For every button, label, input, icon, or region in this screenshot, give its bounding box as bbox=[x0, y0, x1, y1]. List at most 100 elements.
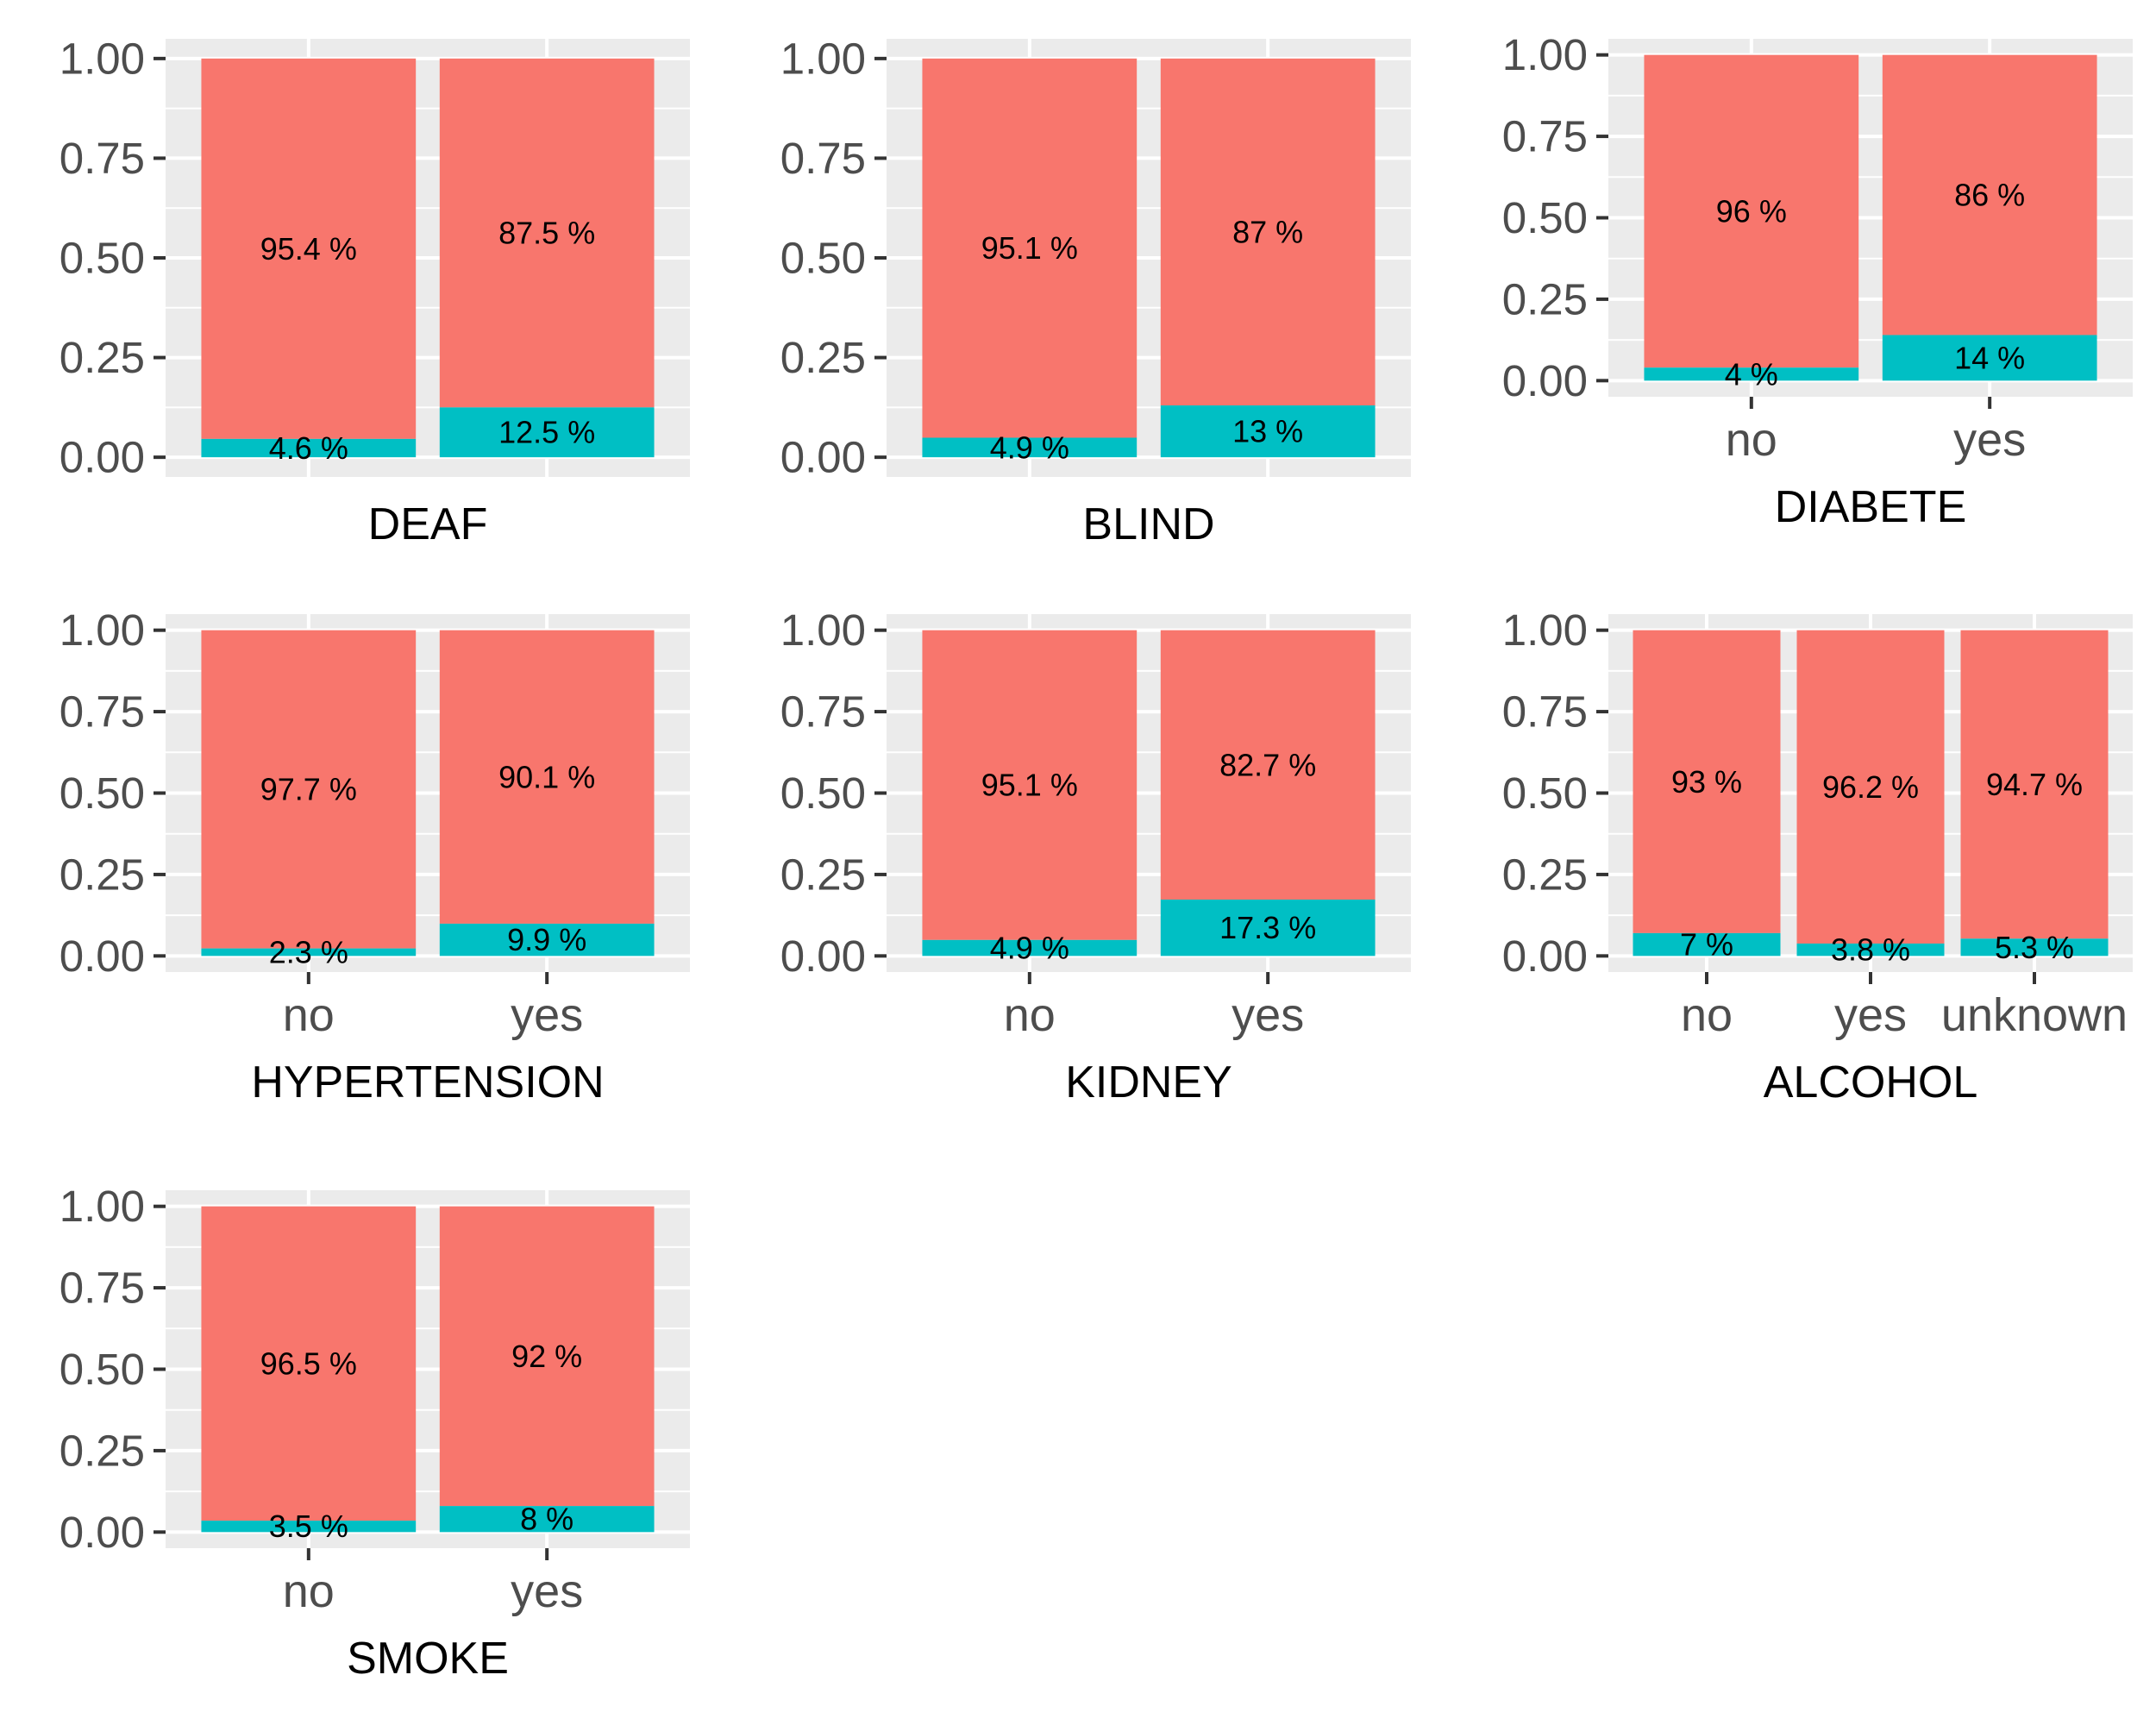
y-tick-label: 0.25 bbox=[780, 850, 866, 899]
bar-segment-no-bottom bbox=[201, 438, 417, 458]
bar-segment-unknown-top bbox=[1960, 630, 2109, 939]
bar-segment-unknown-bottom bbox=[1960, 938, 2109, 957]
y-tick-label: 1.00 bbox=[60, 34, 145, 83]
facet-axis-title: DEAF bbox=[368, 499, 488, 549]
bar-segment-no-top bbox=[201, 58, 417, 439]
y-tick-label: 0.25 bbox=[60, 1426, 145, 1475]
y-tick-label: 0.00 bbox=[60, 1508, 145, 1557]
y-tick-label: 0.00 bbox=[1502, 932, 1588, 981]
x-tick-label: yes bbox=[1232, 989, 1304, 1041]
bar-segment-no-bottom bbox=[1633, 932, 1781, 957]
bar-value-label: 96.5 % bbox=[260, 1346, 357, 1381]
facet-panel-alcohol: 93 % 7 % 96.2 % 3.8 % 94.7 % 5.3 % 0.00 0.25 0.5… bbox=[1502, 605, 2133, 1107]
bar-segment-no-bottom bbox=[201, 948, 417, 957]
y-tick-label: 0.00 bbox=[60, 433, 145, 482]
y-tick-label: 0.25 bbox=[60, 850, 145, 899]
y-tick-label: 0.75 bbox=[1502, 112, 1588, 161]
facet-panel-hypertension: 97.7 % 2.3 % 90.1 % 9.9 % 0.00 0.25 0.50 0.75 1.… bbox=[60, 605, 690, 1107]
bar-value-label: 96 % bbox=[1716, 193, 1787, 229]
y-tick-label: 0.25 bbox=[60, 333, 145, 382]
x-tick-label: no bbox=[1726, 414, 1777, 466]
y-tick-label: 1.00 bbox=[60, 1182, 145, 1231]
x-tick-label: no bbox=[1004, 989, 1056, 1041]
facet-panel-diabete: 96 % 4 % 86 % 14 % 0.00 0.25 0.50 0.75 1.00 no yes… bbox=[1502, 30, 2133, 532]
bar-segment-no-bottom bbox=[1644, 367, 1859, 381]
y-tick-label: 0.25 bbox=[1502, 850, 1588, 899]
bar-value-label: 3.5 % bbox=[269, 1509, 348, 1544]
y-tick-label: 1.00 bbox=[1502, 605, 1588, 655]
bar-segment-yes-top bbox=[1882, 54, 2097, 336]
bar-value-label: 8 % bbox=[520, 1502, 573, 1537]
x-tick-label: no bbox=[283, 1565, 335, 1617]
bar-value-label: 4.6 % bbox=[269, 430, 348, 466]
facet-axis-title: BLIND bbox=[1082, 499, 1214, 549]
bar-segment-yes-bottom bbox=[1160, 899, 1376, 957]
facet-axis-title: DIABETE bbox=[1775, 482, 1967, 532]
x-tick-label: no bbox=[283, 989, 335, 1041]
bar-segment-yes-bottom bbox=[439, 923, 655, 957]
x-tick-label: yes bbox=[511, 1565, 583, 1617]
bar-segment-no-bottom bbox=[922, 939, 1138, 957]
bar-segment-yes-top bbox=[1160, 58, 1376, 406]
y-tick-label: 0.75 bbox=[780, 134, 866, 183]
bar-segment-yes-bottom bbox=[1796, 943, 1945, 957]
x-tick-label: yes bbox=[1834, 989, 1907, 1041]
bar-value-label: 96.2 % bbox=[1822, 769, 1919, 805]
bar-value-label: 2.3 % bbox=[269, 934, 348, 969]
y-tick-label: 0.50 bbox=[60, 1345, 145, 1394]
bar-segment-yes-top bbox=[1796, 630, 1945, 944]
y-tick-label: 0.50 bbox=[1502, 768, 1588, 818]
y-tick-label: 0.75 bbox=[60, 134, 145, 183]
bar-value-label: 87 % bbox=[1232, 214, 1303, 249]
y-tick-label: 1.00 bbox=[780, 34, 866, 83]
x-tick-label: yes bbox=[1953, 414, 2026, 466]
bar-value-label: 86 % bbox=[1954, 178, 2025, 213]
bar-value-label: 7 % bbox=[1680, 927, 1733, 963]
y-tick-label: 0.25 bbox=[1502, 274, 1588, 323]
y-tick-label: 0.50 bbox=[1502, 193, 1588, 242]
bar-segment-no-top bbox=[922, 630, 1138, 940]
facet-panel-blind: 95.1 % 4.9 % 87 % 13 % 0.00 0.25 0.50 0.75 1.00 B… bbox=[780, 34, 1411, 549]
bar-value-label: 95.4 % bbox=[260, 231, 357, 267]
bar-value-label: 90.1 % bbox=[498, 759, 595, 794]
bar-value-label: 4.9 % bbox=[990, 430, 1069, 465]
bar-value-label: 82.7 % bbox=[1219, 747, 1316, 782]
bar-segment-yes-bottom bbox=[1882, 335, 2097, 381]
y-tick-label: 0.00 bbox=[780, 932, 866, 981]
facet-axis-title: ALCOHOL bbox=[1764, 1057, 1978, 1107]
bar-value-label: 87.5 % bbox=[498, 216, 595, 251]
facet-panel-deaf: 95.4 % 4.6 % 87.5 % 12.5 % 0.00 0.25 0.50 0.75 1… bbox=[60, 34, 690, 549]
bar-value-label: 12.5 % bbox=[498, 415, 595, 450]
bar-segment-no-top bbox=[201, 1206, 417, 1521]
y-tick-label: 1.00 bbox=[60, 605, 145, 655]
y-tick-label: 1.00 bbox=[1502, 30, 1588, 79]
bar-segment-yes-bottom bbox=[1160, 405, 1376, 458]
y-tick-label: 0.50 bbox=[60, 234, 145, 283]
facet-axis-title: HYPERTENSION bbox=[251, 1057, 604, 1107]
y-tick-label: 0.00 bbox=[780, 433, 866, 482]
y-tick-label: 1.00 bbox=[780, 605, 866, 655]
bar-value-label: 13 % bbox=[1232, 414, 1303, 449]
y-tick-label: 0.00 bbox=[1502, 356, 1588, 405]
bar-value-label: 92 % bbox=[511, 1339, 582, 1374]
facet-axis-title: KIDNEY bbox=[1065, 1057, 1232, 1107]
y-tick-label: 0.50 bbox=[60, 768, 145, 818]
x-tick-label: yes bbox=[511, 989, 583, 1041]
bar-value-label: 3.8 % bbox=[1831, 932, 1910, 968]
bar-segment-yes-top bbox=[439, 58, 655, 408]
bar-segment-yes-top bbox=[439, 630, 655, 924]
bar-segment-no-bottom bbox=[201, 1521, 417, 1533]
bar-segment-no-bottom bbox=[922, 437, 1138, 458]
y-tick-label: 0.00 bbox=[60, 932, 145, 981]
bar-segment-yes-top bbox=[1160, 630, 1376, 900]
bar-value-label: 17.3 % bbox=[1219, 910, 1316, 945]
bar-value-label: 4.9 % bbox=[990, 931, 1069, 966]
y-tick-label: 0.50 bbox=[780, 234, 866, 283]
facet-panel-kidney: 95.1 % 4.9 % 82.7 % 17.3 % 0.00 0.25 0.50 0.75 1… bbox=[780, 605, 1411, 1107]
bar-segment-yes-bottom bbox=[439, 407, 655, 458]
y-tick-label: 0.25 bbox=[780, 333, 866, 382]
x-tick-label: unknown bbox=[1941, 989, 2128, 1041]
y-tick-label: 0.75 bbox=[60, 1264, 145, 1313]
y-tick-label: 0.75 bbox=[780, 687, 866, 737]
